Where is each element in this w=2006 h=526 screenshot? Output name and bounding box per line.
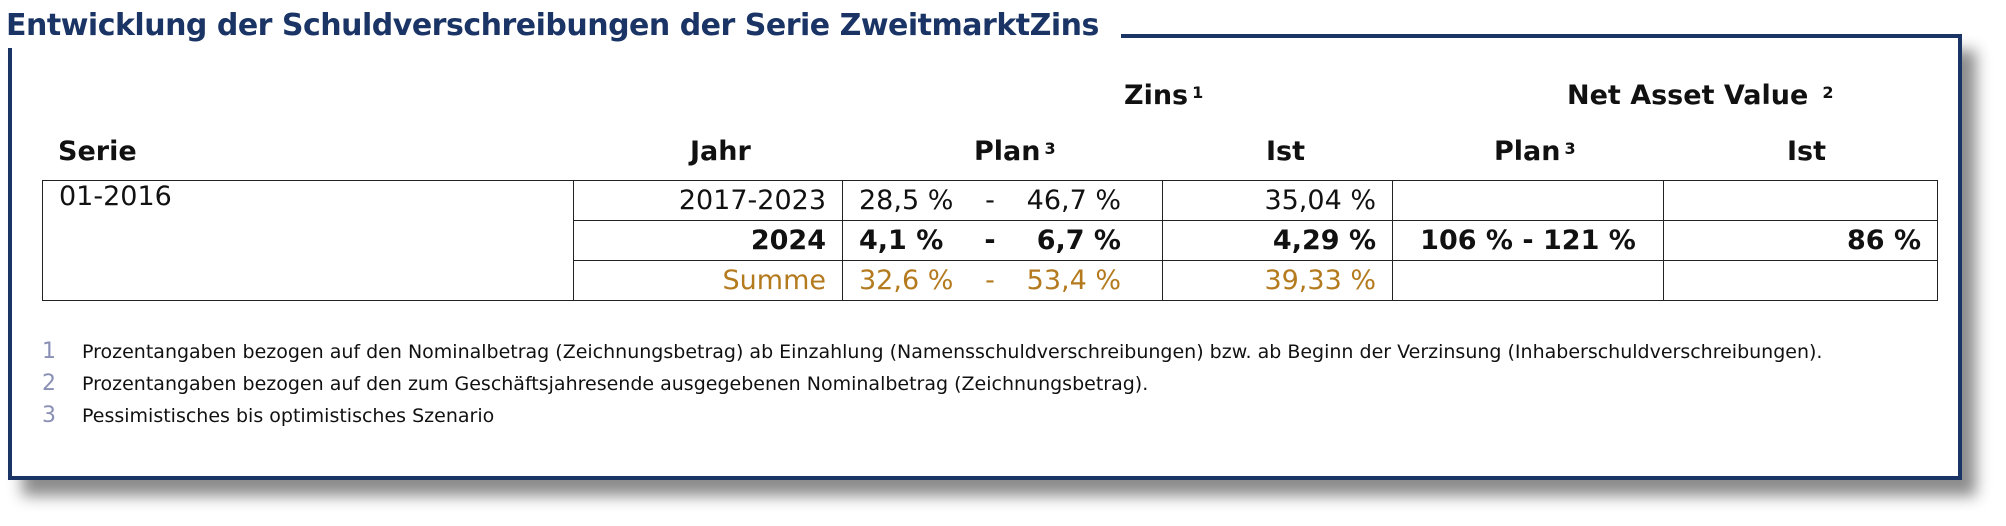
nav-plan-cell: 106 % - 121 %	[1392, 220, 1664, 261]
zins-label: Zins	[1124, 80, 1189, 111]
footnotes: 1 Prozentangaben bezogen auf den Nominalb…	[42, 336, 1822, 432]
plan-separator: -	[984, 225, 996, 256]
col-header-nav-plan: Plan 3	[1494, 136, 1576, 167]
footnote-number: 2	[42, 371, 56, 396]
nav-plan-footnote-ref: 3	[1564, 139, 1576, 158]
footnote: 2 Prozentangaben bezogen auf den zum Gesc…	[42, 368, 1822, 400]
summe-row: Summe 32,6 % - 53,4 % 39,33 %	[43, 260, 1938, 301]
nav-plan-label: Plan	[1494, 136, 1561, 167]
col-header-serie: Serie	[58, 136, 137, 167]
footnote-text: Pessimistisches bis optimistisches Szena…	[82, 405, 495, 427]
jahr-cell: 2024	[573, 220, 843, 261]
footnote-text: Prozentangaben bezogen auf den zum Gesch…	[82, 373, 1149, 395]
col-header-jahr: Jahr	[690, 136, 751, 167]
plan-cell: 28,5 % - 46,7 %	[842, 180, 1163, 221]
nav-footnote-ref: 2	[1822, 83, 1834, 102]
nav-plan-cell	[1392, 180, 1664, 221]
ist-cell: 39,33 %	[1162, 260, 1393, 301]
footnote-text: Prozentangaben bezogen auf den Nominalbe…	[82, 341, 1823, 363]
nav-ist-cell	[1663, 260, 1938, 301]
jahr-cell: Summe	[573, 260, 843, 301]
footnote-number: 1	[42, 339, 56, 364]
plan-cell: 32,6 % - 53,4 %	[842, 260, 1163, 301]
col-header-ist: Ist	[1266, 136, 1306, 167]
zins-footnote-ref: 1	[1192, 83, 1204, 102]
plan-footnote-ref: 3	[1044, 139, 1056, 158]
col-header-nav-ist: Ist	[1787, 136, 1827, 167]
plan-low: 4,1 %	[859, 225, 944, 256]
serie-cell: 01-2016	[42, 180, 574, 301]
nav-label: Net Asset Value	[1567, 80, 1809, 111]
plan-high: 53,4 %	[1026, 265, 1121, 296]
footnote-number: 3	[42, 403, 56, 428]
plan-separator: -	[985, 185, 995, 216]
table-row: 01-2016 2017-2023 28,5 % - 46,7 % 35,04 …	[42, 180, 1938, 301]
bond-table: 01-2016 2017-2023 28,5 % - 46,7 % 35,04 …	[42, 180, 1938, 301]
page-title: Entwicklung der Schuldverschreibungen de…	[0, 4, 1121, 48]
nav-ist-cell: 86 %	[1663, 220, 1938, 261]
footnote: 1 Prozentangaben bezogen auf den Nominalb…	[42, 336, 1822, 368]
col-header-plan: Plan 3	[974, 136, 1056, 167]
plan-low: 32,6 %	[859, 265, 954, 296]
nav-group-header: Net Asset Value 2	[1567, 80, 1833, 111]
footnote: 3 Pessimistisches bis optimistisches Szen…	[42, 400, 1822, 432]
plan-low: 28,5 %	[859, 185, 954, 216]
ist-cell: 35,04 %	[1162, 180, 1393, 221]
plan-cell: 4,1 % - 6,7 %	[842, 220, 1163, 261]
plan-separator: -	[985, 265, 995, 296]
plan-label: Plan	[974, 136, 1041, 167]
nav-ist-cell	[1663, 180, 1938, 221]
zins-group-header: Zins 1	[1124, 80, 1203, 111]
ist-cell: 4,29 %	[1162, 220, 1393, 261]
jahr-cell: 2017-2023	[573, 180, 843, 221]
nav-plan-cell	[1392, 260, 1664, 301]
plan-high: 46,7 %	[1026, 185, 1121, 216]
plan-high: 6,7 %	[1036, 225, 1121, 256]
